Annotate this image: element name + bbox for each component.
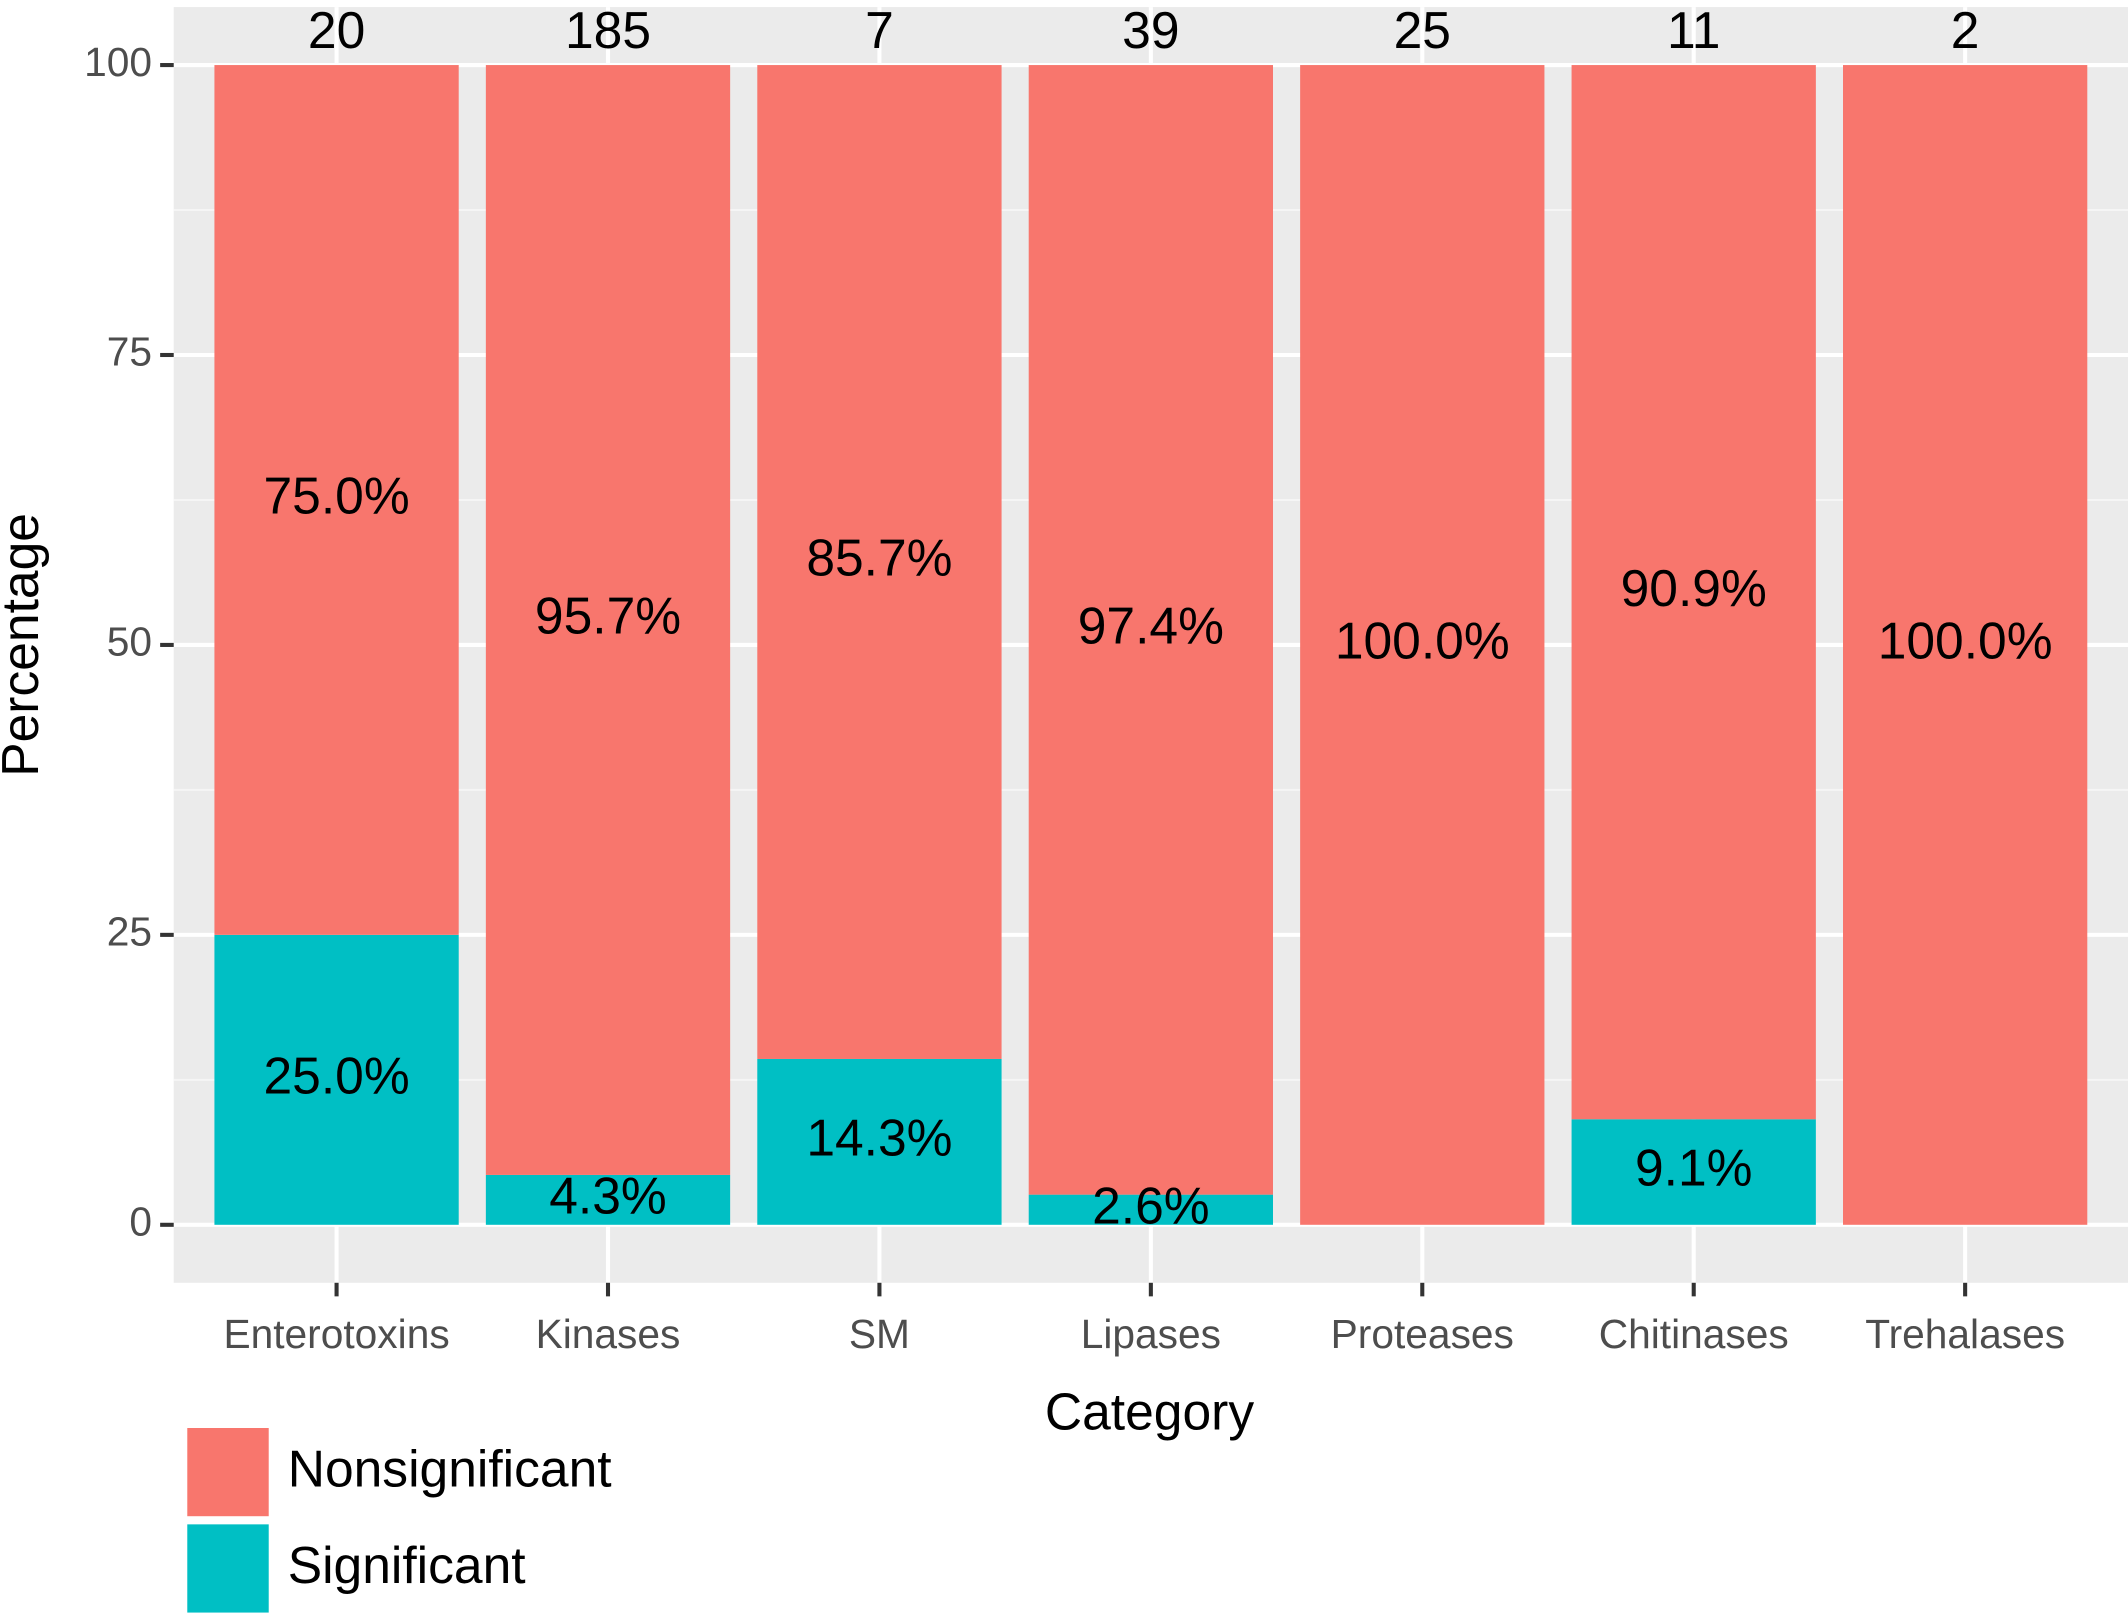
count-label: 7 [865, 1, 894, 59]
y-tick-label: 75 [107, 329, 152, 375]
bar-segment [1571, 65, 1816, 1120]
y-tick-label: 50 [107, 619, 152, 665]
bar-segment [1300, 65, 1545, 1225]
bar-segment [1843, 65, 2088, 1225]
value-label: 85.7% [806, 529, 952, 587]
y-tick-label: 0 [129, 1199, 152, 1245]
bar-segment [214, 934, 459, 1225]
value-label: 100.0% [1878, 612, 2053, 670]
value-label: 100.0% [1335, 612, 1510, 670]
count-label: 11 [1667, 1, 1721, 59]
x-tick-label: Kinases [536, 1311, 681, 1357]
value-label: 14.3% [806, 1109, 952, 1167]
x-axis-title: Category [1045, 1382, 1254, 1440]
count-label: 25 [1394, 1, 1451, 59]
legend-label: Significant [288, 1536, 526, 1594]
x-tick-label: Chitinases [1599, 1311, 1789, 1357]
value-label: 25.0% [263, 1046, 409, 1104]
bar-segment [1571, 1119, 1816, 1225]
bar-segment [1028, 65, 1273, 1195]
y-axis-title: Percentage [0, 513, 49, 777]
x-tick-label: Trehalases [1865, 1311, 2065, 1357]
count-label: 20 [308, 1, 365, 59]
value-label: 4.3% [549, 1166, 667, 1224]
value-label: 97.4% [1078, 596, 1224, 654]
bar-segment [757, 65, 1002, 1059]
y-tick-label: 100 [84, 39, 152, 85]
x-tick-label: Proteases [1331, 1311, 1514, 1357]
y-tick-label: 25 [107, 909, 152, 955]
count-label: 39 [1122, 1, 1179, 59]
bar-segment [1028, 1194, 1273, 1225]
value-label: 75.0% [263, 467, 409, 525]
value-label: 9.1% [1635, 1139, 1753, 1197]
value-label: 2.6% [1092, 1176, 1210, 1234]
x-tick-label: Lipases [1081, 1311, 1221, 1357]
value-label: 90.9% [1621, 559, 1767, 617]
x-tick-label: Enterotoxins [223, 1311, 449, 1357]
count-label: 185 [565, 1, 651, 59]
count-label: 2 [1951, 1, 1980, 59]
bar-segment [485, 1174, 731, 1225]
bar-segment [757, 1058, 1002, 1225]
x-tick-label: SM [849, 1311, 910, 1357]
marks [214, 65, 2088, 1225]
bar-segment [214, 65, 459, 935]
legend-key [187, 1524, 269, 1613]
value-label: 95.7% [535, 587, 681, 645]
legend-label: Nonsignificant [288, 1439, 612, 1497]
legend-key [187, 1428, 269, 1517]
bar-segment [485, 65, 731, 1175]
